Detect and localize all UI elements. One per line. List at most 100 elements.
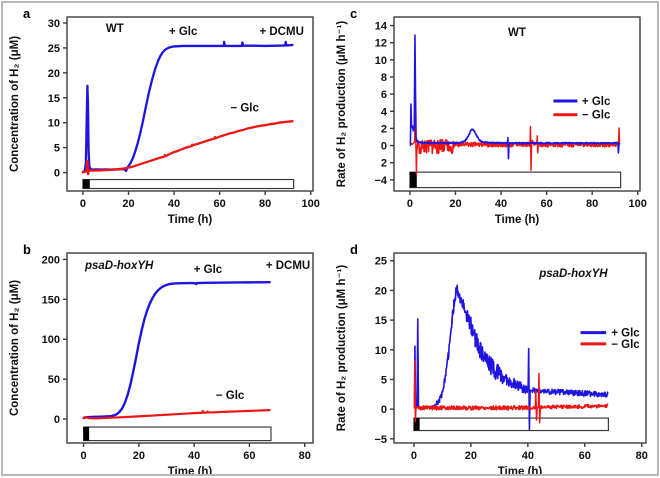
panel-a-plot: 0 20 40 60 80 100 0 5 10 15 20 25 30 Time (h) Concentr… bbox=[9, 16, 320, 226]
panel-b-letter: b bbox=[23, 242, 31, 257]
svg-text:40: 40 bbox=[522, 450, 534, 462]
y-axis: 0 5 10 15 20 25 30 bbox=[48, 18, 67, 180]
svg-text:20: 20 bbox=[375, 285, 387, 297]
series-curve-minus-glc bbox=[82, 409, 271, 420]
svg-text:40: 40 bbox=[188, 450, 200, 462]
svg-text:20: 20 bbox=[449, 198, 461, 210]
annotation-label: − Glc bbox=[216, 390, 245, 402]
svg-text:25: 25 bbox=[48, 43, 60, 55]
svg-text:6: 6 bbox=[381, 89, 387, 101]
svg-text:12: 12 bbox=[375, 38, 387, 50]
panel-d-plot: 0 20 40 60 80 −5 0 5 10 15 20 25 Time (h) Rate of H₂ … bbox=[336, 252, 648, 474]
panel-a: a 0 20 40 60 80 100 0 5 10 15 20 25 30 Time (h) Concen… bbox=[3, 3, 330, 239]
panel-d-letter: d bbox=[350, 242, 358, 257]
y-axis: 0 50 100 150 200 bbox=[42, 254, 67, 426]
svg-text:0: 0 bbox=[80, 198, 86, 210]
svg-text:30: 30 bbox=[48, 18, 60, 30]
annotation-label: psaD-hoxYH bbox=[538, 268, 608, 280]
series-curve-plus-glc bbox=[81, 40, 294, 173]
x-axis: 0 20 40 60 80 bbox=[411, 443, 648, 462]
series-curves bbox=[82, 281, 271, 420]
annotation-label: WT bbox=[106, 23, 124, 35]
x-axis: 0 20 40 60 80 100 bbox=[80, 191, 320, 210]
y-axis-label: Rate of H₂ production (μM h⁻¹) bbox=[336, 21, 348, 188]
svg-text:80: 80 bbox=[586, 198, 598, 210]
svg-text:100: 100 bbox=[302, 198, 320, 210]
svg-text:8: 8 bbox=[381, 72, 387, 84]
light-dark-bar bbox=[82, 178, 295, 190]
panel-a-letter: a bbox=[23, 6, 31, 21]
svg-text:4: 4 bbox=[381, 106, 388, 118]
svg-text:80: 80 bbox=[259, 198, 271, 210]
svg-text:2: 2 bbox=[381, 158, 387, 170]
annotation-label: + DCMU bbox=[259, 26, 303, 38]
panel-c-letter: c bbox=[350, 6, 358, 21]
legend: + Glc− Glc bbox=[580, 328, 640, 351]
svg-text:50: 50 bbox=[48, 374, 60, 386]
annotation-label: + DCMU bbox=[266, 260, 310, 272]
x-axis-label: Time (h) bbox=[168, 214, 213, 226]
svg-text:40: 40 bbox=[168, 198, 180, 210]
svg-text:80: 80 bbox=[636, 450, 648, 462]
x-axis: 0 20 40 60 80 bbox=[81, 443, 311, 462]
svg-text:80: 80 bbox=[299, 450, 311, 462]
svg-text:− Glc: − Glc bbox=[582, 110, 611, 122]
svg-text:10: 10 bbox=[375, 55, 387, 67]
annotation-label: + Glc bbox=[169, 26, 198, 38]
series-curves bbox=[413, 284, 609, 431]
light-dark-bar bbox=[413, 417, 610, 432]
light-dark-bar bbox=[82, 426, 272, 442]
y-axis-label: Concentration of H₂ (μM) bbox=[9, 280, 21, 416]
series-curve-plus-glc bbox=[409, 34, 621, 160]
svg-text:14: 14 bbox=[375, 21, 388, 33]
plot-frame bbox=[66, 16, 314, 192]
light-dark-bar bbox=[409, 171, 622, 189]
svg-text:60: 60 bbox=[579, 450, 591, 462]
panel-c: c 0 20 40 60 80 100 −4 2 0 2 4 6 8 10 12 14 Time (h) Rate… bbox=[330, 3, 657, 239]
y-axis: −4 2 0 2 4 6 8 10 12 14 bbox=[374, 21, 394, 187]
plot-frame bbox=[393, 252, 647, 444]
svg-text:5: 5 bbox=[54, 143, 60, 155]
svg-text:60: 60 bbox=[243, 450, 255, 462]
svg-text:2: 2 bbox=[381, 123, 387, 135]
svg-text:−4: −4 bbox=[374, 175, 387, 187]
series-curve-minus-glc bbox=[81, 120, 294, 176]
series-curve-plus-glc bbox=[82, 281, 271, 420]
svg-text:−5: −5 bbox=[374, 434, 387, 446]
svg-text:20: 20 bbox=[133, 450, 145, 462]
series-curves bbox=[409, 34, 621, 176]
plot-frame bbox=[66, 252, 314, 444]
svg-text:− Glc: − Glc bbox=[611, 339, 640, 351]
svg-text:15: 15 bbox=[48, 93, 60, 105]
panel-d: d 0 20 40 60 80 −5 0 5 10 15 20 25 Time (h) Rate of H… bbox=[330, 239, 657, 474]
plot-frame bbox=[393, 16, 641, 192]
svg-text:+ Glc: + Glc bbox=[582, 96, 611, 108]
annotation-label: + Glc bbox=[194, 264, 223, 276]
svg-text:+ Glc: + Glc bbox=[611, 328, 640, 340]
svg-text:15: 15 bbox=[375, 315, 387, 327]
panel-b: b 0 20 40 60 80 0 50 100 150 200 Time (h) Concentra… bbox=[3, 239, 330, 474]
svg-text:0: 0 bbox=[54, 414, 60, 426]
series-curve-minus-glc bbox=[413, 359, 609, 424]
svg-text:10: 10 bbox=[375, 345, 387, 357]
svg-text:60: 60 bbox=[213, 198, 225, 210]
x-axis-label: Time (h) bbox=[168, 466, 213, 474]
svg-text:100: 100 bbox=[42, 334, 60, 346]
legend: + Glc − Glc bbox=[553, 96, 611, 122]
svg-text:40: 40 bbox=[495, 198, 507, 210]
y-axis-label: Rate of H₂ production (μM h⁻¹) bbox=[336, 265, 348, 432]
svg-text:0: 0 bbox=[411, 450, 417, 462]
svg-text:0: 0 bbox=[381, 404, 387, 416]
y-axis: −5 0 5 10 15 20 25 bbox=[374, 256, 394, 446]
series-curves bbox=[81, 40, 294, 176]
svg-text:0: 0 bbox=[81, 450, 87, 462]
svg-text:0: 0 bbox=[407, 198, 413, 210]
x-axis: 0 20 40 60 80 100 bbox=[407, 191, 647, 210]
svg-text:20: 20 bbox=[48, 68, 60, 80]
svg-text:0: 0 bbox=[54, 168, 60, 180]
svg-text:5: 5 bbox=[381, 374, 387, 386]
svg-text:60: 60 bbox=[540, 198, 552, 210]
y-axis-label: Concentration of H₂ (μM) bbox=[9, 36, 21, 172]
